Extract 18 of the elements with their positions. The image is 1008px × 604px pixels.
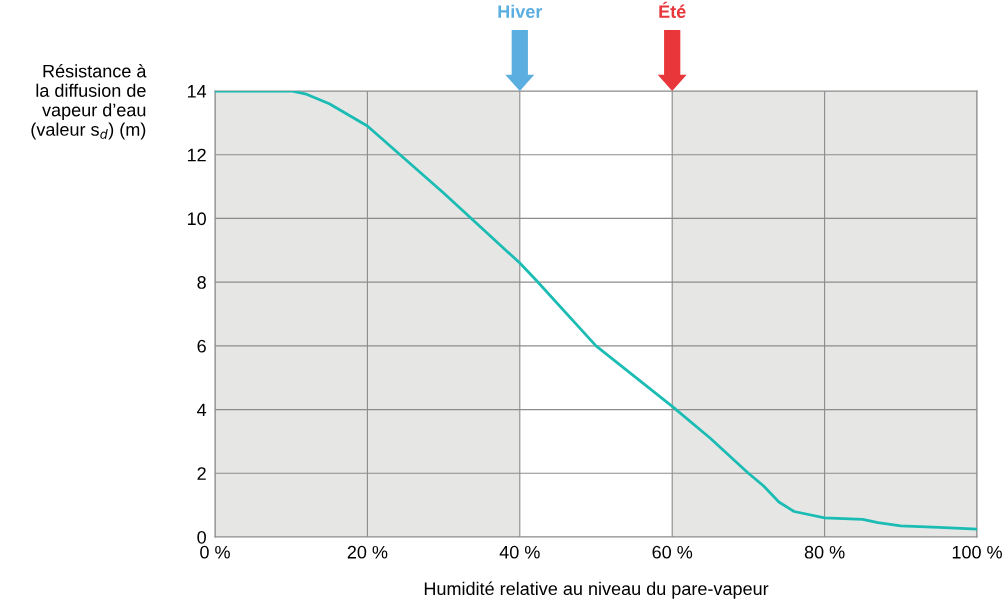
x-tick-label: 60 % [652, 545, 693, 559]
y-tick-label: 6 [197, 339, 206, 353]
x-tick-label: 20 % [347, 545, 388, 559]
text: Été [659, 1, 686, 18]
y-tick-label: 10 [187, 212, 206, 226]
y-tick-label: 2 [197, 467, 206, 480]
x-tick-label: 80 % [804, 545, 845, 559]
x-axis-title: Humidité relative au niveau du pare-vapeur [424, 581, 769, 599]
x-tick-label: 100 % [952, 545, 1002, 559]
y-tick-label: 14 [187, 85, 207, 98]
y-tick-label: 4 [197, 403, 207, 417]
y-tick-label: 0 [197, 530, 206, 544]
y-axis-title: Résistance à la diffusion de vapeur d’eau (valeur s$_{d}$) (m) [31, 64, 147, 140]
x-tick-label: 0 % [200, 545, 230, 559]
x-tick-label: 40 % [499, 545, 540, 559]
y-tick-label: 8 [197, 276, 206, 289]
text: Hiver [498, 4, 543, 18]
y-tick-label: 12 [187, 148, 206, 162]
